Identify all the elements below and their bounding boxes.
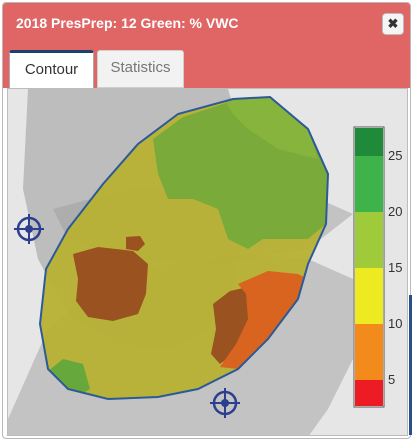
legend-swatch [355, 380, 383, 406]
sprinkler-crosshair-icon[interactable] [210, 388, 240, 418]
sprinkler-crosshair-icon[interactable] [14, 214, 44, 244]
contour-map-panel: 25 20 15 10 5 [7, 88, 408, 436]
close-icon[interactable]: ✖ [382, 13, 404, 35]
contour-map: 25 20 15 10 5 [8, 89, 407, 435]
green-outline [38, 95, 330, 401]
legend-tick: 10 [388, 316, 402, 331]
popup-title: 2018 PresPrep: 12 Green: % VWC [16, 15, 239, 31]
contour-popup: 2018 PresPrep: 12 Green: % VWC ✖ Contour… [2, 2, 411, 439]
moisture-zones [40, 97, 328, 399]
legend-tick: 15 [388, 260, 402, 275]
legend-tick: 25 [388, 148, 402, 163]
legend-swatch [355, 156, 383, 212]
scrollbar-edge[interactable] [409, 295, 412, 435]
tab-contour[interactable]: Contour [9, 50, 94, 88]
legend-swatch [355, 212, 383, 268]
legend-swatch [355, 268, 383, 324]
legend-swatch [355, 324, 383, 380]
color-legend: 25 20 15 10 5 [353, 126, 402, 408]
tab-statistics[interactable]: Statistics [97, 50, 184, 88]
legend-tick: 5 [388, 372, 395, 387]
popup-title-bar: 2018 PresPrep: 12 Green: % VWC ✖ [3, 3, 410, 44]
legend-tick: 20 [388, 204, 402, 219]
tab-strip: Contour Statistics [3, 43, 410, 88]
legend-swatch [355, 128, 383, 156]
